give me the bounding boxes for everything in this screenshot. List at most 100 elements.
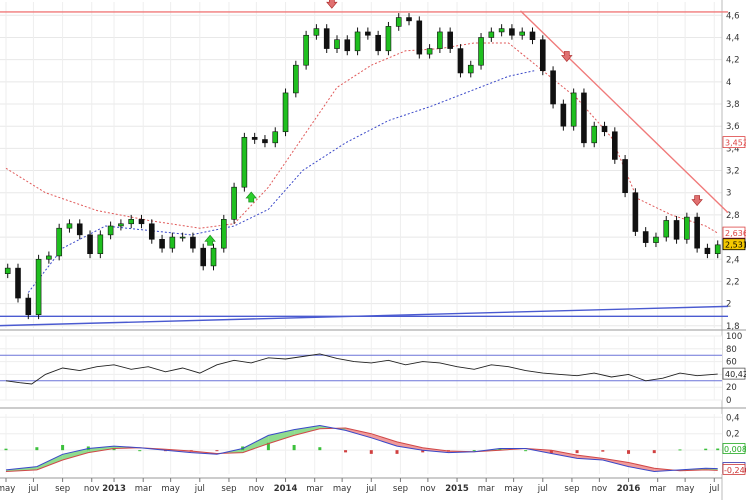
candle-body[interactable] <box>509 28 515 36</box>
moving-average-red[interactable] <box>5 42 718 234</box>
candle-body[interactable] <box>385 26 392 52</box>
macd-signal-line[interactable] <box>5 427 718 472</box>
candle-body[interactable] <box>107 225 114 236</box>
candle-body[interactable] <box>560 103 567 127</box>
macd-line[interactable] <box>5 424 718 473</box>
sell-signal-arrow-icon[interactable] <box>691 195 703 207</box>
macd-plot-area[interactable] <box>0 414 722 474</box>
macd-histogram-bar[interactable] <box>524 450 528 452</box>
candle-body[interactable] <box>591 125 598 144</box>
candle-body[interactable] <box>365 31 371 36</box>
candle-body[interactable] <box>653 236 659 243</box>
candle-body[interactable] <box>35 258 42 315</box>
oscillator-line[interactable] <box>5 353 718 385</box>
macd-histogram-bar[interactable] <box>472 450 476 452</box>
candle-body[interactable] <box>15 267 21 299</box>
candle-body[interactable] <box>570 92 577 127</box>
candle-body[interactable] <box>416 20 423 55</box>
candle-body[interactable] <box>467 64 474 74</box>
macd-histogram-bar[interactable] <box>266 442 270 451</box>
candle-body[interactable] <box>200 247 207 267</box>
candle-body[interactable] <box>282 92 289 133</box>
macd-histogram-bar[interactable] <box>601 450 605 452</box>
candle-body[interactable] <box>87 234 93 255</box>
candle-body[interactable] <box>622 159 628 194</box>
macd-histogram-bar[interactable] <box>369 450 373 454</box>
macd-panel[interactable]: 0,40,200,008-0,224-0,246 <box>0 413 746 475</box>
candle-body[interactable] <box>76 223 83 236</box>
price-plot-area[interactable] <box>0 2 722 328</box>
candle-body[interactable] <box>550 70 556 105</box>
candle-body[interactable] <box>406 17 412 22</box>
candle-body[interactable] <box>519 31 526 36</box>
candle-body[interactable] <box>478 37 484 66</box>
candle-body[interactable] <box>447 31 453 49</box>
candle-body[interactable] <box>66 223 73 229</box>
candle-body[interactable] <box>148 223 155 240</box>
candle-body[interactable] <box>375 34 381 52</box>
candle-body[interactable] <box>46 255 52 260</box>
candle-body[interactable] <box>437 31 443 49</box>
candle-body[interactable] <box>714 244 721 255</box>
buy-signal-arrow-icon[interactable] <box>204 234 216 246</box>
candle-body[interactable] <box>313 28 320 36</box>
candle-body[interactable] <box>56 227 62 257</box>
candle-body[interactable] <box>138 219 145 225</box>
macd-histogram-bar[interactable] <box>395 450 399 454</box>
candle-body[interactable] <box>488 31 495 38</box>
candle-body[interactable] <box>632 192 639 232</box>
macd-histogram-bar[interactable] <box>498 448 502 451</box>
candle-body[interactable] <box>704 247 711 255</box>
macd-histogram-bar[interactable] <box>4 448 8 451</box>
macd-histogram-bar[interactable] <box>704 448 708 451</box>
candle-body[interactable] <box>334 39 340 49</box>
macd-histogram-bar[interactable] <box>292 444 296 451</box>
candle-body[interactable] <box>159 238 165 249</box>
candle-body[interactable] <box>601 125 608 133</box>
candle-body[interactable] <box>179 236 186 239</box>
macd-histogram-bar[interactable] <box>138 450 142 452</box>
candle-body[interactable] <box>190 236 196 249</box>
macd-histogram-bar[interactable] <box>627 450 631 454</box>
candle-body[interactable] <box>231 186 237 220</box>
candle-body[interactable] <box>612 131 618 160</box>
candle-body[interactable] <box>684 216 690 240</box>
macd-histogram-bar[interactable] <box>549 450 553 454</box>
macd-histogram-bar[interactable] <box>318 447 322 451</box>
candle-body[interactable] <box>118 223 124 227</box>
candle-body[interactable] <box>128 219 134 225</box>
candle-body[interactable] <box>354 31 361 52</box>
macd-histogram-bar[interactable] <box>652 450 656 454</box>
macd-histogram-bar[interactable] <box>678 449 682 451</box>
candle-body[interactable] <box>221 219 227 249</box>
candle-body[interactable] <box>539 39 546 72</box>
candle-body[interactable] <box>395 17 402 27</box>
candle-body[interactable] <box>251 136 258 140</box>
candle-body[interactable] <box>498 28 505 33</box>
candle-body[interactable] <box>210 247 217 267</box>
candle-body[interactable] <box>529 31 536 41</box>
macd-histogram-bar[interactable] <box>112 447 116 451</box>
candle-body[interactable] <box>25 297 32 315</box>
candle-body[interactable] <box>293 64 299 94</box>
candle-body[interactable] <box>581 92 587 144</box>
sell-signal-arrow-icon[interactable] <box>561 51 573 62</box>
candle-body[interactable] <box>303 34 309 66</box>
red-trendline[interactable] <box>520 10 729 214</box>
oscillator-panel[interactable]: 10080604020040,42 <box>0 332 746 409</box>
candle-body[interactable] <box>663 220 670 238</box>
candle-body[interactable] <box>673 220 680 240</box>
macd-histogram-bar[interactable] <box>421 450 425 453</box>
candle-body[interactable] <box>344 39 351 52</box>
candle-body[interactable] <box>241 136 248 188</box>
candle-body[interactable] <box>169 236 176 249</box>
macd-histogram-bar[interactable] <box>61 444 65 451</box>
candle-body[interactable] <box>457 48 464 74</box>
candle-body[interactable] <box>97 234 104 255</box>
macd-histogram-bar[interactable] <box>215 450 219 452</box>
candle-body[interactable] <box>694 216 700 249</box>
candle-body[interactable] <box>426 48 433 55</box>
